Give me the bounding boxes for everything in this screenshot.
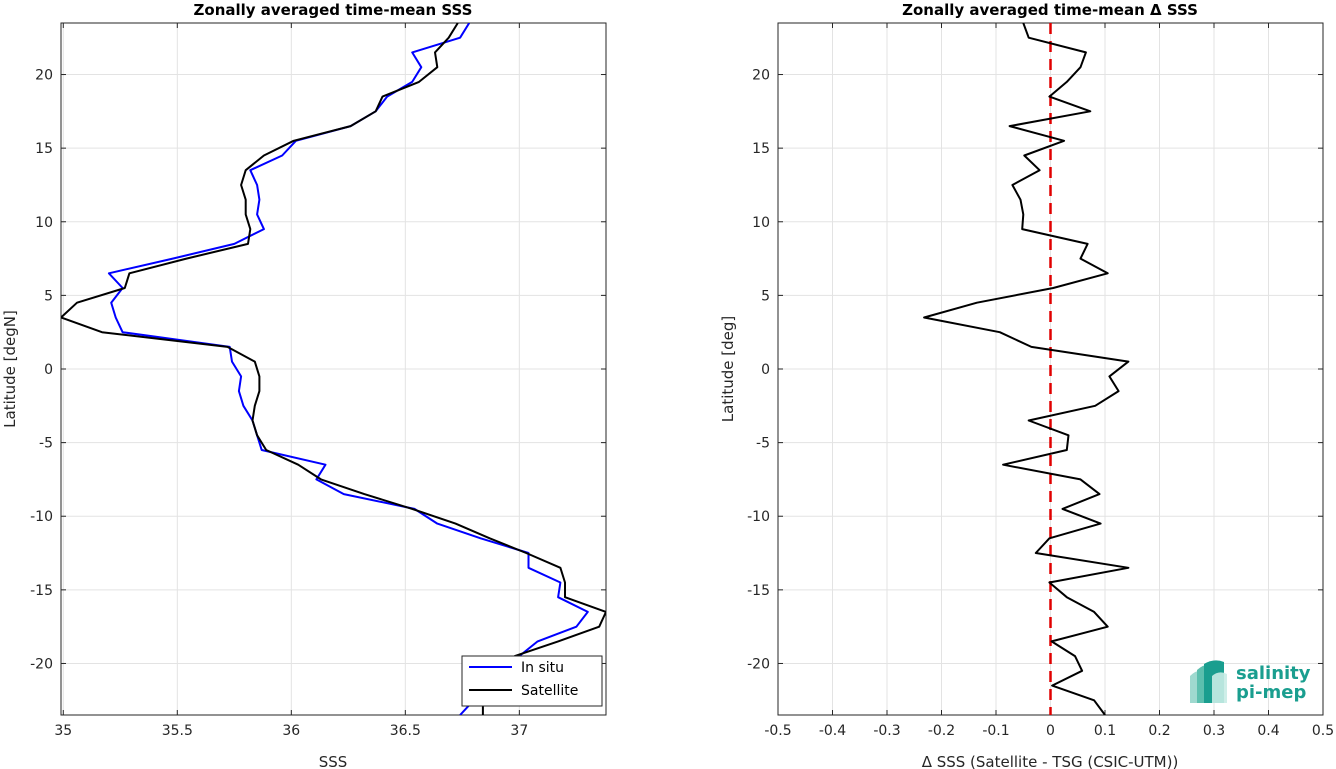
right-x-tick-label: 0.2 bbox=[1148, 723, 1170, 739]
right-x-tick-label: 0.4 bbox=[1257, 723, 1279, 739]
logo-text-line1: salinity bbox=[1236, 663, 1311, 684]
right-y-tick-label: 10 bbox=[752, 215, 770, 231]
legend-label-in-situ: In situ bbox=[521, 660, 564, 676]
right-ticks: -0.5 -0.4 -0.3 -0.2 -0.1 0 0.1 0.2 0.3 0.4 0.5 -20 -… bbox=[747, 23, 1334, 739]
right-y-axis-label: Latitude [deg] bbox=[719, 316, 737, 422]
right-y-tick-label: 20 bbox=[752, 68, 770, 84]
legend-box bbox=[461, 655, 603, 707]
right-x-tick-label: -0.4 bbox=[819, 723, 846, 739]
right-y-tick-label: 5 bbox=[761, 288, 770, 304]
right-y-tick-label: 15 bbox=[752, 141, 770, 157]
left-x-tick-label: 36.5 bbox=[390, 723, 421, 739]
series-line-delta-sss bbox=[923, 23, 1130, 715]
left-y-tick-label: 20 bbox=[35, 68, 53, 84]
left-y-tick-label: -5 bbox=[39, 436, 53, 452]
left-y-tick-label: -15 bbox=[30, 583, 53, 599]
left-x-tick-label: 37 bbox=[510, 723, 528, 739]
left-y-tick-label: 10 bbox=[35, 215, 53, 231]
right-x-tick-label: -0.1 bbox=[982, 723, 1009, 739]
right-series bbox=[923, 23, 1130, 715]
left-y-tick-label: 5 bbox=[44, 288, 53, 304]
right-x-tick-label: 0 bbox=[1046, 723, 1055, 739]
right-x-tick-label: 0.3 bbox=[1203, 723, 1225, 739]
salinity-pi-mep-logo: salinity pi-mep bbox=[1190, 660, 1311, 703]
right-x-tick-label: 0.5 bbox=[1312, 723, 1334, 739]
left-y-tick-label: -10 bbox=[30, 509, 53, 525]
right-x-tick-label: -0.2 bbox=[928, 723, 955, 739]
left-x-tick-label: 35 bbox=[54, 723, 72, 739]
left-series bbox=[61, 23, 606, 715]
left-x-tick-label: 35.5 bbox=[162, 723, 193, 739]
left-ticks: 35 35.5 36 36.5 37 -20 -15 -10 -5 0 5 10 15 20 bbox=[30, 23, 606, 739]
right-x-tick-label: 0.1 bbox=[1094, 723, 1116, 739]
right-panel-delta-sss: -0.5 -0.4 -0.3 -0.2 -0.1 0 0.1 0.2 0.3 0.4 0.5 -20 -… bbox=[719, 1, 1334, 769]
logo-wave-icon bbox=[1190, 660, 1227, 703]
right-chart-title: Zonally averaged time-mean Δ SSS bbox=[902, 1, 1198, 19]
right-y-tick-label: -10 bbox=[747, 509, 770, 525]
left-x-axis-label: SSS bbox=[319, 753, 348, 769]
right-x-tick-label: -0.3 bbox=[873, 723, 900, 739]
left-y-tick-label: 15 bbox=[35, 141, 53, 157]
left-x-tick-label: 36 bbox=[282, 723, 300, 739]
left-y-tick-label: 0 bbox=[44, 362, 53, 378]
legend-label-satellite: Satellite bbox=[521, 683, 578, 699]
right-x-axis-label: Δ SSS (Satellite - TSG (CSIC-UTM)) bbox=[922, 753, 1179, 769]
left-grid bbox=[61, 23, 606, 715]
right-y-tick-label: -5 bbox=[756, 436, 770, 452]
left-y-tick-label: -20 bbox=[30, 656, 53, 672]
logo-text-line2: pi-mep bbox=[1236, 682, 1306, 703]
right-y-tick-label: -20 bbox=[747, 656, 770, 672]
right-x-tick-label: -0.5 bbox=[764, 723, 791, 739]
left-chart-title: Zonally averaged time-mean SSS bbox=[194, 1, 473, 19]
right-y-tick-label: 0 bbox=[761, 362, 770, 378]
left-y-axis-label: Latitude [degN] bbox=[1, 310, 19, 428]
left-panel-sss-profile: 35 35.5 36 36.5 37 -20 -15 -10 -5 0 5 10 15 20 Zonall… bbox=[1, 1, 607, 769]
legend: In situ Satellite bbox=[461, 655, 603, 707]
right-y-tick-label: -15 bbox=[747, 583, 770, 599]
series-line-satellite bbox=[61, 23, 606, 715]
